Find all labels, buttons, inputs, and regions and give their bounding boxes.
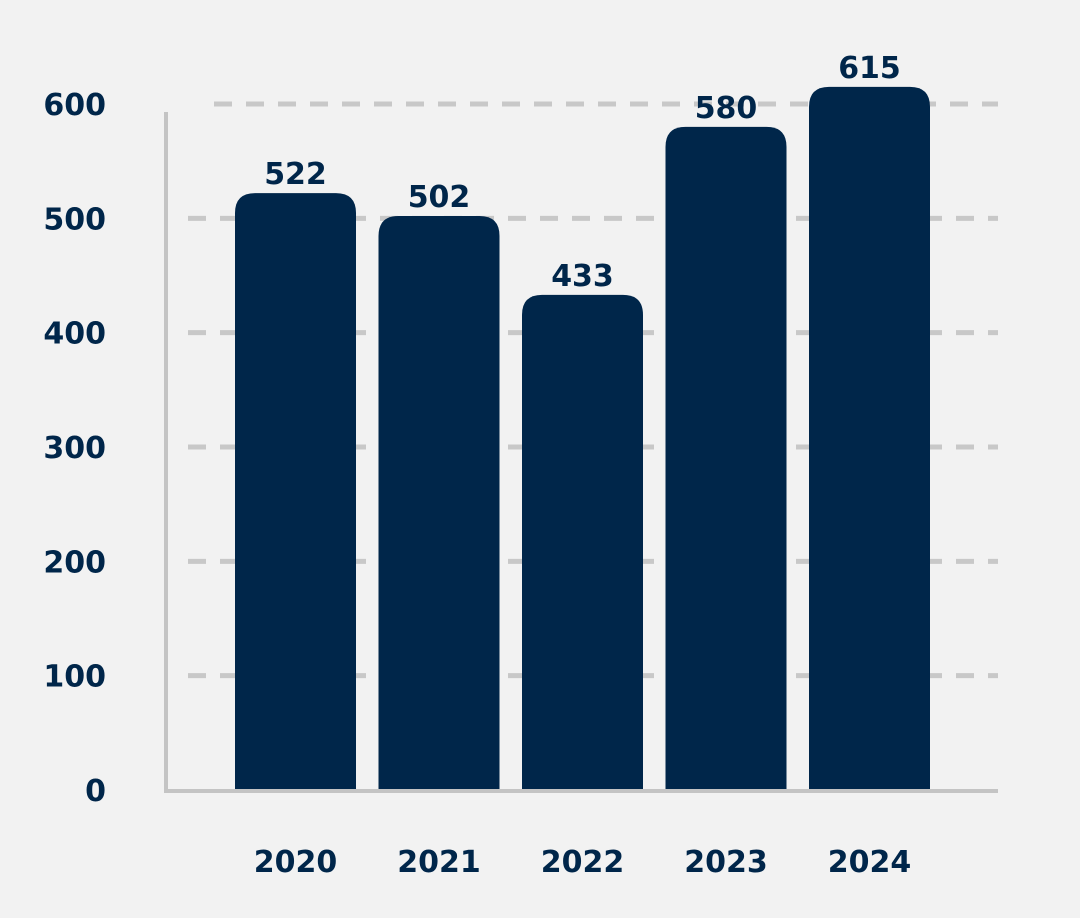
- x-tick-label: 2022: [541, 845, 625, 880]
- axes: [164, 112, 998, 793]
- data-label-2024: 615: [838, 51, 901, 86]
- y-tick-label: 0: [85, 774, 106, 809]
- y-tick-label: 500: [43, 202, 106, 237]
- x-tick-label: 2021: [397, 845, 481, 880]
- y-tick-label: 400: [43, 317, 106, 352]
- bar-2022: [522, 294, 643, 789]
- bars: [235, 86, 930, 790]
- data-labels: 522 502 433 580 615: [264, 51, 901, 294]
- data-label-2021: 502: [408, 180, 471, 215]
- bar-2021: [378, 216, 500, 790]
- data-label-2023: 580: [695, 91, 758, 126]
- bar-2024: [809, 86, 930, 790]
- x-tick-labels: 2020 2021 2022 2023 2024: [254, 845, 912, 880]
- bar-2020: [235, 193, 356, 789]
- x-tick-label: 2020: [254, 845, 338, 880]
- bar-2023: [665, 126, 787, 789]
- data-label-2020: 522: [264, 157, 327, 192]
- x-tick-label: 2023: [684, 845, 768, 880]
- data-label-2022: 433: [551, 259, 614, 294]
- y-tick-label: 600: [43, 88, 106, 123]
- x-tick-label: 2024: [828, 845, 912, 880]
- y-tick-label: 300: [43, 431, 106, 466]
- y-tick-labels: 0 100 200 300 400 500 600: [43, 88, 106, 809]
- y-tick-label: 200: [43, 545, 106, 580]
- y-tick-label: 100: [43, 660, 106, 695]
